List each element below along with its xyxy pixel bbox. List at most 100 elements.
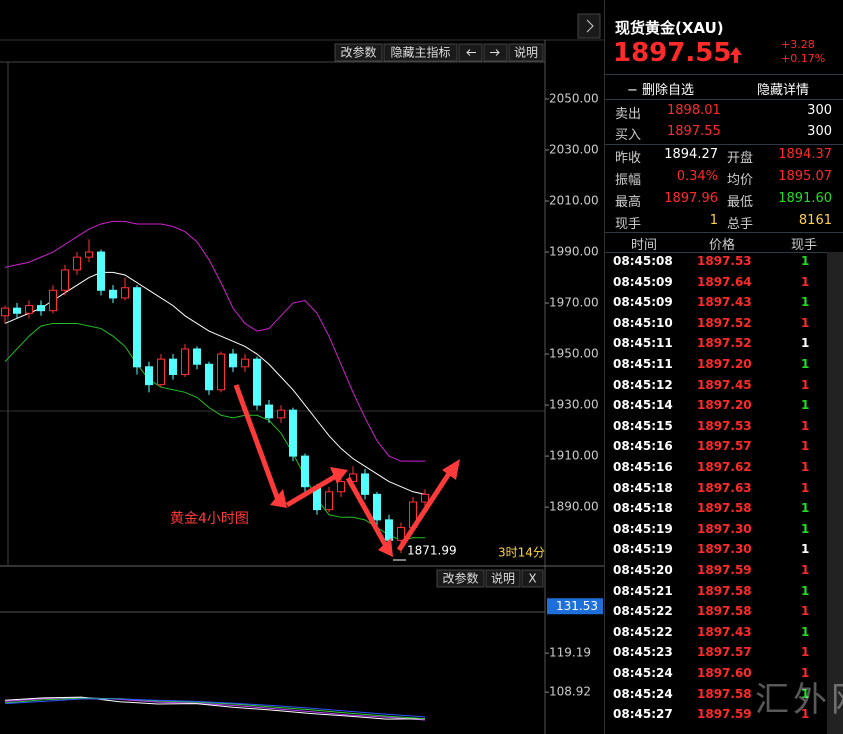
trade-price: 1897.30 — [697, 521, 752, 536]
trade-price: 1897.59 — [697, 563, 752, 577]
trade-time: 08:45:20 — [613, 563, 673, 577]
stat-value: 1894.27 — [664, 147, 718, 162]
trade-time: 08:45:16 — [613, 460, 673, 474]
trade-volume: 1 — [801, 604, 810, 619]
candle-body — [277, 409, 285, 419]
candle-body — [73, 256, 81, 271]
toolbar-label: 改参数 — [340, 45, 376, 60]
trade-price: 1897.30 — [697, 542, 752, 557]
candle-body — [157, 358, 165, 386]
trade-price: 1897.59 — [697, 707, 752, 722]
trade-time: 08:45:19 — [613, 542, 673, 557]
toolbar-button[interactable] — [521, 569, 544, 588]
nav-icon — [466, 49, 476, 56]
collapse-button[interactable] — [577, 13, 601, 39]
trade-time: 08:45:15 — [613, 418, 673, 433]
trade-time: 08:45:09 — [613, 295, 673, 310]
trade-volume: 1 — [801, 439, 810, 454]
band-line — [4, 271, 426, 495]
stat-value: 0.34% — [676, 169, 718, 184]
candle-body — [13, 307, 21, 314]
trade-volume: 1 — [801, 336, 810, 351]
plot: 2050.00 2030.00 2010.00 1990.00 1970.00 1950.… — [1, 91, 603, 721]
chart-area: 改参数 隐藏主指标 说明 改参数 说明 X 2050.002030.002010.001… — [0, 0, 604, 734]
trade-price: 1897.62 — [697, 460, 752, 474]
candle-body — [37, 305, 45, 312]
change: +3.28 — [781, 38, 815, 51]
candle-body — [385, 519, 393, 541]
trade-time: 08:45:14 — [613, 398, 673, 413]
candle-body — [421, 493, 429, 503]
trade-time: 08:45:09 — [613, 274, 673, 289]
trade-volume: 1 — [801, 666, 810, 680]
trade-time: 08:45:18 — [613, 501, 673, 516]
toolbar-button[interactable] — [383, 43, 458, 62]
candle-body — [145, 366, 153, 386]
trade-price: 1897.58 — [697, 604, 752, 619]
candle-body — [49, 289, 57, 312]
quote-price: 1897.55 — [667, 124, 721, 139]
column-header: 现手 — [791, 238, 818, 253]
candle-body — [217, 353, 225, 391]
trade-price: 1897.57 — [697, 439, 752, 454]
stat-label: 最低 — [727, 195, 754, 210]
trade-time: 08:45:18 — [613, 480, 673, 495]
header-bar — [0, 0, 604, 40]
trade-volume: 1 — [801, 274, 810, 289]
trade-volume: 1 — [801, 460, 810, 474]
change-pct: +0.17% — [781, 52, 826, 65]
toolbar-button[interactable] — [436, 569, 485, 588]
candle-body — [229, 353, 237, 368]
candle-body — [361, 473, 369, 495]
trade-time: 08:45:24 — [613, 686, 673, 701]
trade-time: 08:45:24 — [613, 666, 673, 680]
y-tick-label: 108.92 — [549, 685, 591, 699]
toolbar-label: 改参数 — [442, 571, 478, 586]
toolbar-label: 隐藏主指标 — [390, 45, 450, 60]
trade-time: 08:45:12 — [613, 377, 673, 392]
trade-price: 1897.58 — [697, 686, 752, 701]
trend-arrows — [233, 384, 460, 557]
y-tick-label: 1970.00 — [549, 296, 599, 310]
last-value-box — [547, 598, 603, 615]
quote-volume: 300 — [807, 103, 832, 118]
candle-body — [301, 455, 309, 488]
remove-watch[interactable]: − 删除自选 — [627, 83, 695, 98]
trade-time: 08:45:22 — [613, 604, 673, 619]
candle-body — [397, 527, 405, 541]
divider — [605, 144, 843, 145]
stat-label: 振幅 — [615, 173, 642, 188]
candle-body — [133, 287, 141, 368]
stat-value: 8161 — [798, 213, 832, 228]
watermark: 汇外网 — [755, 680, 843, 720]
toolbar-button[interactable] — [508, 43, 544, 62]
trade-price: 1897.45 — [697, 377, 752, 392]
stat-label: 最高 — [615, 195, 642, 210]
annotation: 黄金4小时图 — [170, 510, 249, 527]
scrollbar[interactable] — [827, 252, 843, 734]
stat-label: 总手 — [727, 217, 754, 232]
trade-price: 1897.52 — [697, 315, 752, 330]
candle-body — [337, 481, 345, 493]
hide-details[interactable]: 隐藏详情 — [757, 83, 810, 98]
trade-price: 1897.20 — [697, 357, 752, 371]
trade-price: 1897.20 — [697, 398, 752, 413]
quote-panel: 现货黄金(XAU) 1897.55 +3.28 +0.17% − 删除自选 隐藏… — [604, 0, 843, 734]
countdown: 3时14分 — [498, 546, 545, 560]
indicator-line — [4, 696, 426, 720]
trade-time: 08:45:19 — [613, 521, 673, 536]
trade-volume: 1 — [801, 480, 810, 495]
trade-volume: 1 — [801, 377, 810, 392]
candle-body — [25, 305, 33, 314]
trade-time: 08:45:10 — [613, 315, 673, 330]
trade-volume: 1 — [801, 645, 810, 660]
stat-label: 开盘 — [727, 151, 754, 166]
divider — [605, 252, 843, 253]
trade-volume: 1 — [801, 686, 810, 701]
candle-body — [121, 287, 129, 299]
toolbar-button[interactable] — [334, 43, 383, 62]
toolbar-button[interactable] — [485, 569, 521, 588]
nav-icon — [490, 49, 500, 56]
trade-volume: 1 — [801, 315, 810, 330]
candle-body — [85, 251, 93, 258]
